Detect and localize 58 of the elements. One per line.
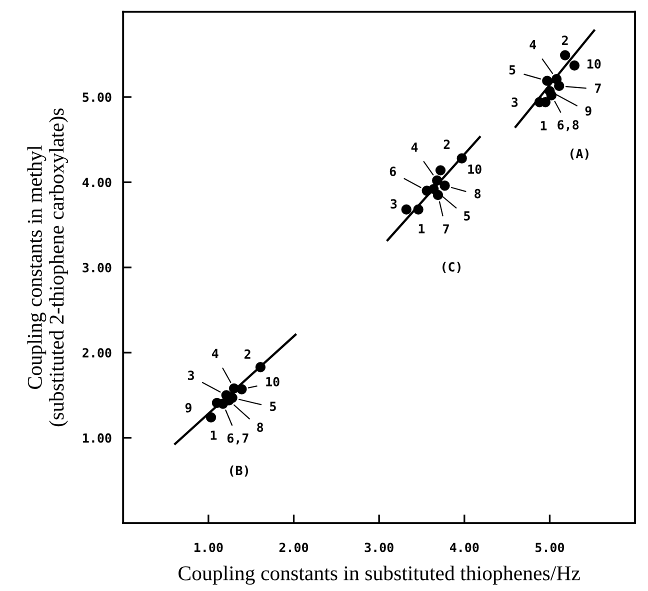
annotation: 9 xyxy=(585,106,592,116)
annotation: 1 xyxy=(210,430,217,440)
y-tick-label: 2.00 xyxy=(82,348,112,358)
point xyxy=(413,204,424,215)
annotation: (A) xyxy=(570,148,588,160)
point xyxy=(432,190,444,200)
point xyxy=(456,153,467,164)
point xyxy=(435,165,446,176)
point xyxy=(255,362,266,372)
annotation: 6,8 xyxy=(558,120,579,132)
annotation: 7 xyxy=(595,84,601,93)
y-tick-label: 3.00 xyxy=(82,262,112,272)
annotation: 10 xyxy=(266,376,280,386)
point xyxy=(440,180,450,191)
annotation: 7 xyxy=(443,224,449,234)
y-tick-label: 1.00 xyxy=(83,433,112,443)
annotation: 4 xyxy=(530,40,536,50)
point xyxy=(546,90,557,100)
annotation: 8 xyxy=(474,188,481,198)
point xyxy=(228,383,240,394)
annotation: 5 xyxy=(509,65,516,75)
annotation: 3 xyxy=(390,199,397,209)
annotation: 5 xyxy=(270,402,276,412)
annotation: 3 xyxy=(512,97,518,107)
x-tick-label: 3.00 xyxy=(364,542,394,552)
annotation: (B) xyxy=(230,466,248,477)
point xyxy=(560,50,570,60)
annotation: 10 xyxy=(468,164,482,174)
annotation: 2 xyxy=(444,140,450,149)
point xyxy=(401,204,412,215)
point xyxy=(206,412,216,422)
x-axis-title: Coupling constants in substituted thiophenes/Hz xyxy=(178,566,580,585)
x-tick-label: 1.00 xyxy=(194,542,223,552)
point xyxy=(218,398,228,409)
annotation: 8 xyxy=(257,422,264,432)
point xyxy=(432,175,442,186)
x-tick-label: 4.00 xyxy=(450,542,479,552)
y-tick-label: 5.00 xyxy=(82,92,112,102)
annotation: 6 xyxy=(390,166,396,176)
annotation: 4 xyxy=(212,348,218,358)
point xyxy=(554,80,564,92)
point xyxy=(569,60,580,71)
annotation: 2 xyxy=(244,349,250,359)
annotation: 5 xyxy=(464,211,470,221)
point xyxy=(542,76,552,86)
annotation: 10 xyxy=(588,59,601,69)
annotation: 1 xyxy=(540,121,547,130)
annotation: 6,7 xyxy=(227,433,248,444)
y-axis-title: Coupling constants in methyl (substituted 2-thiophene carboxylate)s xyxy=(27,108,68,426)
annotation: (C) xyxy=(442,262,460,274)
x-tick-label: 2.00 xyxy=(279,542,308,552)
annotation: 2 xyxy=(562,36,568,45)
annotation: 9 xyxy=(185,403,192,412)
annotation: 1 xyxy=(418,224,425,234)
y-tick-label: 4.00 xyxy=(82,178,112,188)
annotation: 3 xyxy=(188,370,194,380)
annotation: 4 xyxy=(411,142,418,152)
x-tick-label: 5.00 xyxy=(536,542,564,552)
